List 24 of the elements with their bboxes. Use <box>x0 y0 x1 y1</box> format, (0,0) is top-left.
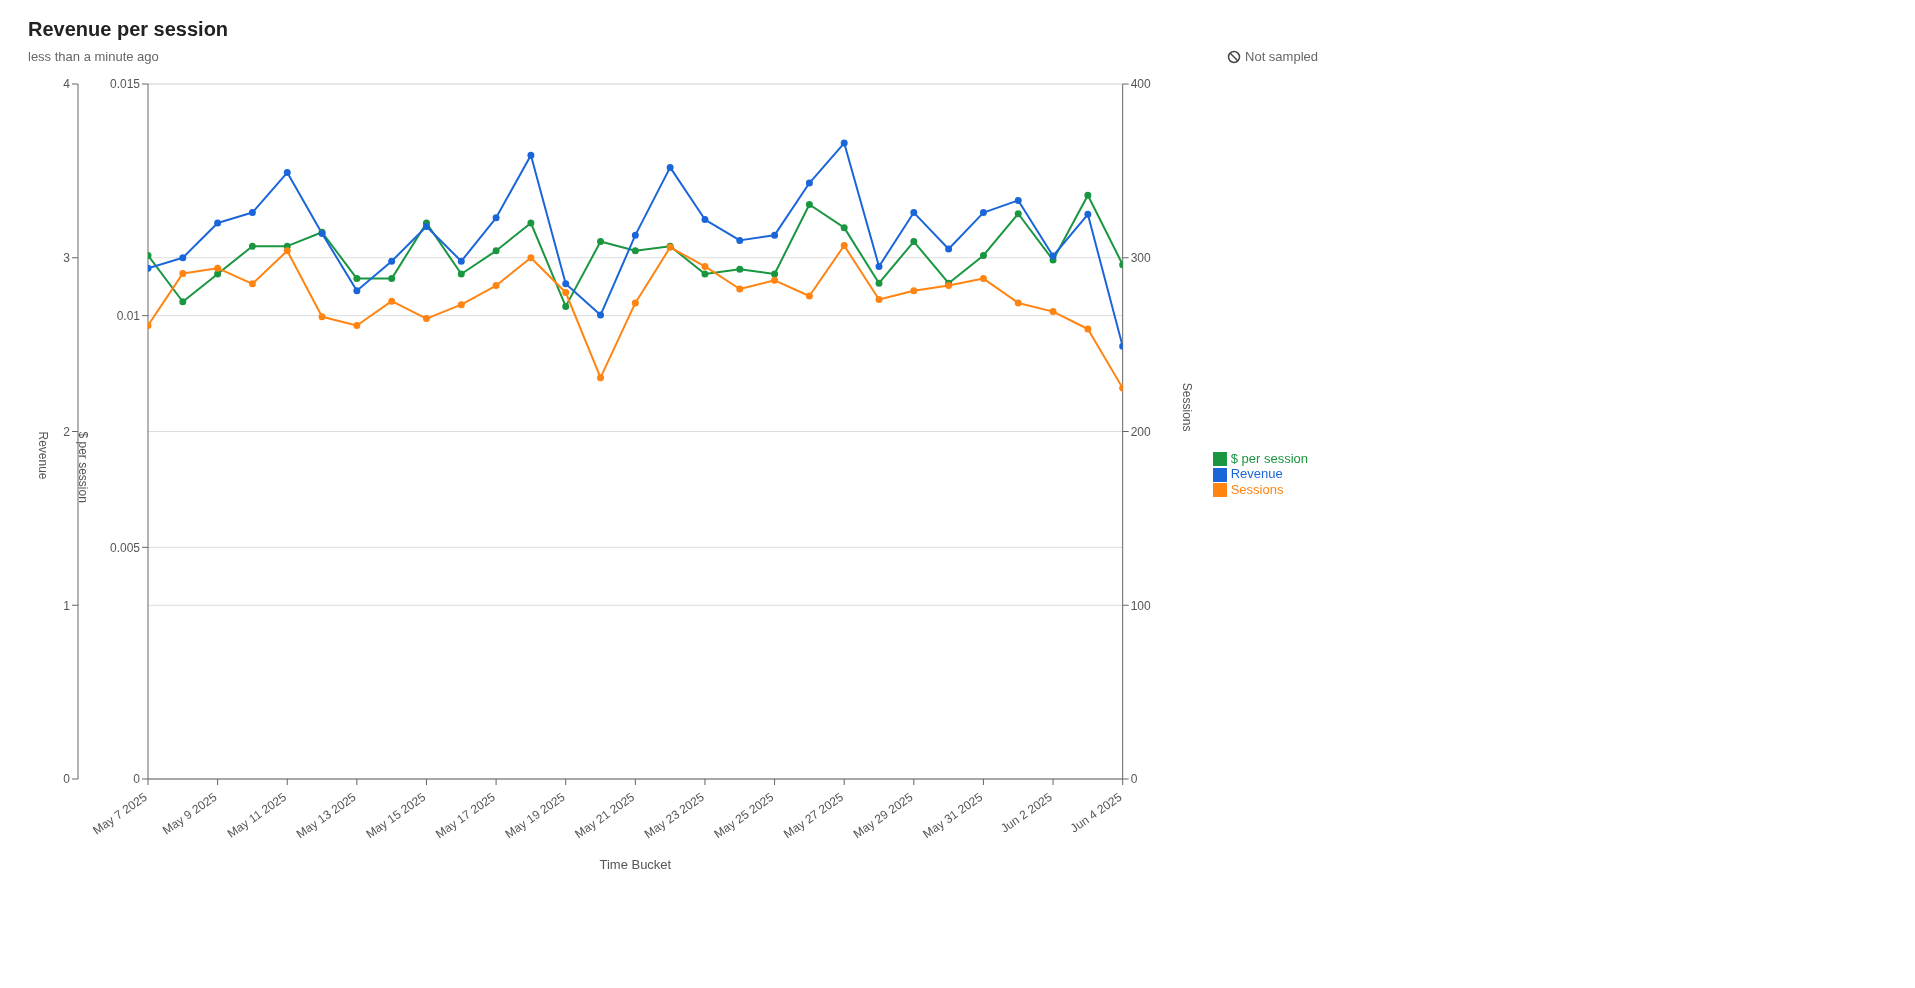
y-tick-label: 0.015 <box>109 77 141 92</box>
text: less than a minute ago <box>28 49 159 64</box>
y3-tick-label: 3 <box>63 251 71 266</box>
x-axis-title: Time Bucket <box>599 857 672 872</box>
y-axis-title: $ per session <box>75 431 90 503</box>
chart-title: Revenue per session <box>28 18 230 41</box>
y3-tick-label: 4 <box>63 77 71 92</box>
y2-tick-label: 300 <box>1130 251 1152 266</box>
text: Not sampled <box>1244 49 1318 64</box>
y2-tick-label: 400 <box>1130 77 1152 92</box>
legend-label: Revenue <box>1230 466 1283 482</box>
y-tick-label: 0.005 <box>109 540 141 555</box>
y2-tick-label: 100 <box>1130 598 1152 613</box>
legend-label: Sessions <box>1230 481 1284 497</box>
y2-axis-title: Sessions <box>1180 382 1195 432</box>
y-tick-label: 0 <box>133 772 141 787</box>
y3-tick-label: 0 <box>63 772 71 787</box>
y2-tick-label: 200 <box>1130 424 1152 439</box>
y3-tick-label: 2 <box>63 424 71 439</box>
legend-label: $ per session <box>1230 450 1308 466</box>
y2-tick-label: 0 <box>1130 772 1138 787</box>
y3-tick-label: 1 <box>63 598 71 613</box>
y-tick-label: 0.01 <box>116 308 141 323</box>
y3-axis-title: Revenue <box>35 431 50 480</box>
